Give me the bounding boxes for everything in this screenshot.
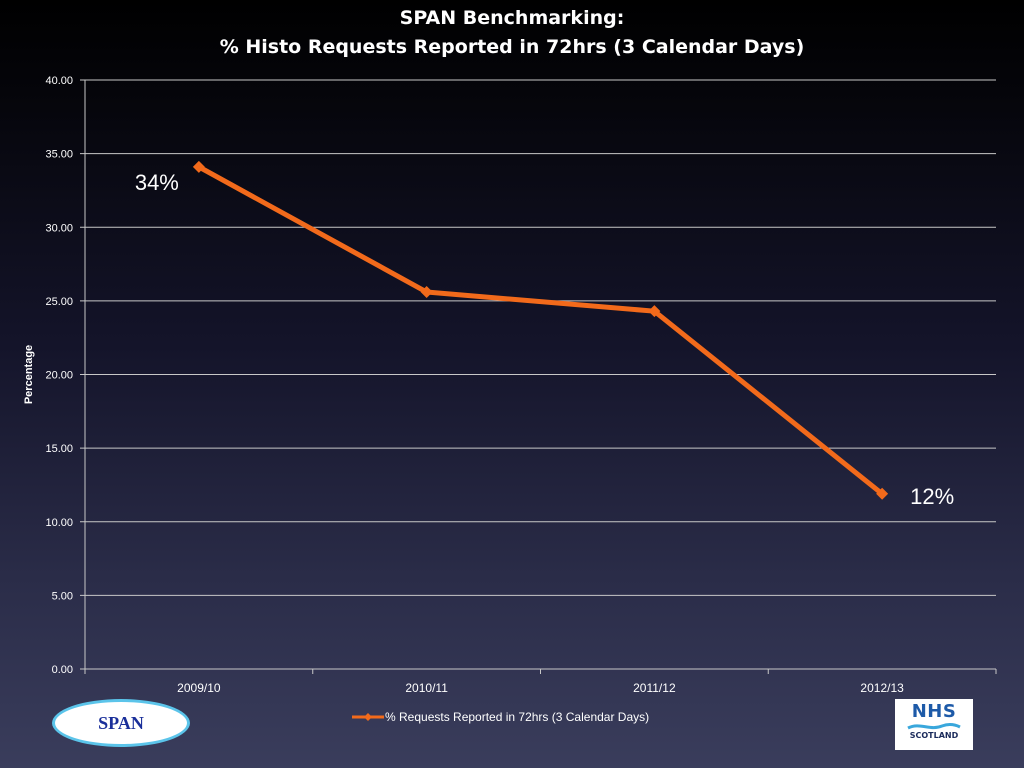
nhs-swoosh-icon xyxy=(907,722,961,730)
legend: % Requests Reported in 72hrs (3 Calendar… xyxy=(352,710,649,724)
y-axis-label: Percentage xyxy=(23,345,35,404)
slide-title: SPAN Benchmarking: % Histo Requests Repo… xyxy=(0,4,1024,62)
series-layer xyxy=(192,160,889,500)
y-tick-label: 30.00 xyxy=(45,222,73,234)
title-line-2: % Histo Requests Reported in 72hrs (3 Ca… xyxy=(219,36,805,58)
title-line-1: SPAN Benchmarking: xyxy=(399,7,625,29)
nhs-scotland-logo: NHS SCOTLAND xyxy=(895,699,973,750)
y-tick-label: 15.00 xyxy=(45,443,73,455)
x-tick-label: 2010/11 xyxy=(405,681,448,695)
x-tick-label: 2009/10 xyxy=(177,681,221,695)
data-point-2009-10 xyxy=(192,160,205,173)
y-tick-label: 0.00 xyxy=(52,664,73,676)
annotation-label: 34% xyxy=(135,170,179,195)
y-tick-label: 5.00 xyxy=(52,590,73,602)
y-tick-label: 40.00 xyxy=(45,75,73,87)
y-tick-label: 20.00 xyxy=(45,370,73,382)
axes xyxy=(80,79,997,674)
nhs-logo-text: NHS xyxy=(911,701,957,722)
y-tick-label: 10.00 xyxy=(45,517,73,529)
data-point-2012-13 xyxy=(876,487,889,500)
legend-marker-swatch xyxy=(364,713,372,721)
span-logo: SPAN xyxy=(52,699,190,747)
legend-label: % Requests Reported in 72hrs (3 Calendar… xyxy=(385,710,649,724)
x-tick-label: 2011/12 xyxy=(633,681,676,695)
tick-labels: 0.00 5.00 10.00 15.00 20.00 25.00 30.00 35.00 40… xyxy=(23,75,904,695)
data-point-2010-11 xyxy=(420,286,433,299)
data-point-2011-12 xyxy=(648,305,661,318)
annotation-label: 12% xyxy=(910,484,954,509)
series-line xyxy=(196,164,885,497)
annotations: 34% 12% xyxy=(135,170,954,509)
y-tick-label: 35.00 xyxy=(45,149,73,161)
nhs-logo-subtext: SCOTLAND xyxy=(909,731,959,740)
x-tick-label: 2012/13 xyxy=(860,681,904,695)
gridlines xyxy=(85,79,996,596)
span-logo-text: SPAN xyxy=(98,712,144,733)
y-tick-label: 25.00 xyxy=(45,296,73,308)
